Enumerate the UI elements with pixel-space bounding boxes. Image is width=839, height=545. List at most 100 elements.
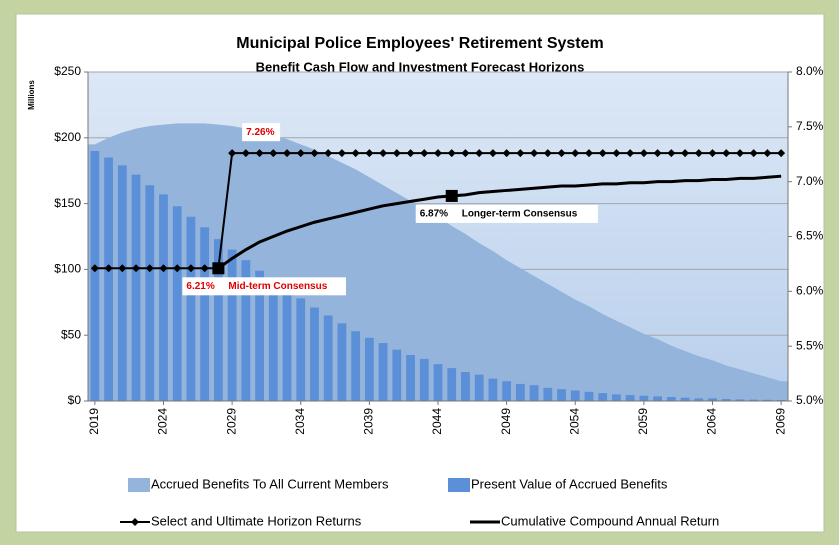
y-tick-label: $250: [54, 64, 81, 78]
line-marker: [735, 149, 744, 158]
bar: [186, 216, 196, 401]
bar: [570, 390, 580, 401]
legend-label: Present Value of Accrued Benefits: [471, 476, 668, 491]
line-marker: [118, 264, 127, 273]
line-marker: [584, 149, 593, 158]
line-marker: [681, 149, 690, 158]
line-marker: [461, 149, 470, 158]
line-marker: [557, 149, 566, 158]
bar: [227, 249, 237, 401]
bar: [282, 289, 292, 401]
annotation-label: 7.26%: [246, 127, 274, 138]
line-marker: [310, 149, 319, 158]
bar: [406, 354, 415, 401]
y-tick-label: $150: [54, 196, 81, 210]
bar: [474, 374, 484, 401]
legend-swatch: [448, 478, 470, 492]
bar: [90, 150, 100, 401]
line-marker: [406, 149, 415, 158]
y2-tick-label: 7.0%: [796, 174, 824, 188]
bar: [172, 206, 182, 401]
y-tick-label: $100: [54, 262, 81, 276]
annotation-text: Longer-term Consensus: [462, 209, 578, 220]
annotation-label: 6.21%: [186, 281, 214, 292]
legend-label: Accrued Benefits To All Current Members: [151, 476, 389, 491]
line-marker: [173, 264, 182, 273]
bar: [502, 381, 512, 401]
bar: [653, 396, 662, 401]
bar: [557, 389, 566, 401]
line: [217, 174, 782, 270]
line-marker: [324, 149, 333, 158]
line-marker: [420, 149, 429, 158]
annotation-box: [182, 277, 346, 296]
bar: [310, 307, 319, 401]
bar: [145, 185, 155, 401]
line-marker: [145, 264, 154, 273]
x-tick-label: 2019: [87, 408, 101, 435]
bar: [214, 239, 223, 401]
line-marker: [337, 149, 346, 158]
y-tick-label: $50: [61, 327, 81, 341]
bar: [268, 279, 278, 401]
line-marker: [90, 264, 99, 273]
line-marker: [392, 149, 401, 158]
legend-marker: [131, 518, 139, 526]
line-marker: [228, 149, 237, 158]
line-marker: [241, 149, 250, 158]
line-marker: [104, 264, 113, 273]
bar: [584, 391, 594, 401]
bar: [351, 331, 361, 401]
line-marker: [694, 149, 703, 158]
bar: [241, 260, 251, 401]
x-tick-label: 2049: [499, 408, 513, 435]
y-axis-label: Millions: [27, 80, 36, 110]
bar: [200, 227, 210, 401]
annotation-marker: [212, 262, 225, 275]
bar: [447, 368, 457, 401]
line-marker: [516, 149, 525, 158]
bar: [488, 378, 498, 401]
y2-tick-label: 5.5%: [796, 338, 824, 352]
line-marker: [475, 149, 484, 158]
bar: [543, 387, 553, 401]
bar: [461, 372, 470, 401]
bar: [598, 393, 608, 401]
line-marker: [269, 149, 278, 158]
bar: [419, 358, 429, 401]
line-marker: [571, 149, 580, 158]
legend-swatch: [128, 478, 150, 492]
x-tick-label: 2024: [156, 408, 170, 435]
bar: [337, 323, 347, 401]
legend-label: Select and Ultimate Horizon Returns: [151, 513, 362, 528]
annotation-box: [242, 123, 281, 142]
line-marker: [722, 149, 731, 158]
chart-subtitle: Benefit Cash Flow and Investment Forecas…: [256, 59, 585, 74]
line-marker: [763, 149, 772, 158]
line-marker: [639, 149, 648, 158]
bar: [666, 397, 676, 401]
bar: [104, 157, 113, 401]
bar: [763, 399, 772, 401]
annotation-text: Mid-term Consensus: [228, 281, 327, 292]
line-marker: [132, 264, 141, 273]
x-tick-label: 2039: [362, 408, 376, 435]
line-marker: [379, 149, 388, 158]
line-marker: [434, 149, 442, 158]
bar: [159, 194, 168, 401]
bar: [364, 337, 374, 401]
x-tick-label: 2064: [705, 408, 719, 435]
bar: [639, 395, 649, 401]
chart-title: Municipal Police Employees' Retirement S…: [236, 35, 603, 52]
line-marker: [749, 149, 758, 158]
line-marker: [543, 149, 552, 158]
bar: [378, 343, 388, 401]
bar: [776, 399, 786, 401]
line-marker: [351, 149, 360, 158]
bar: [749, 399, 759, 401]
y2-tick-label: 5.0%: [796, 393, 824, 407]
line-marker: [255, 149, 264, 158]
line-marker: [159, 264, 168, 273]
